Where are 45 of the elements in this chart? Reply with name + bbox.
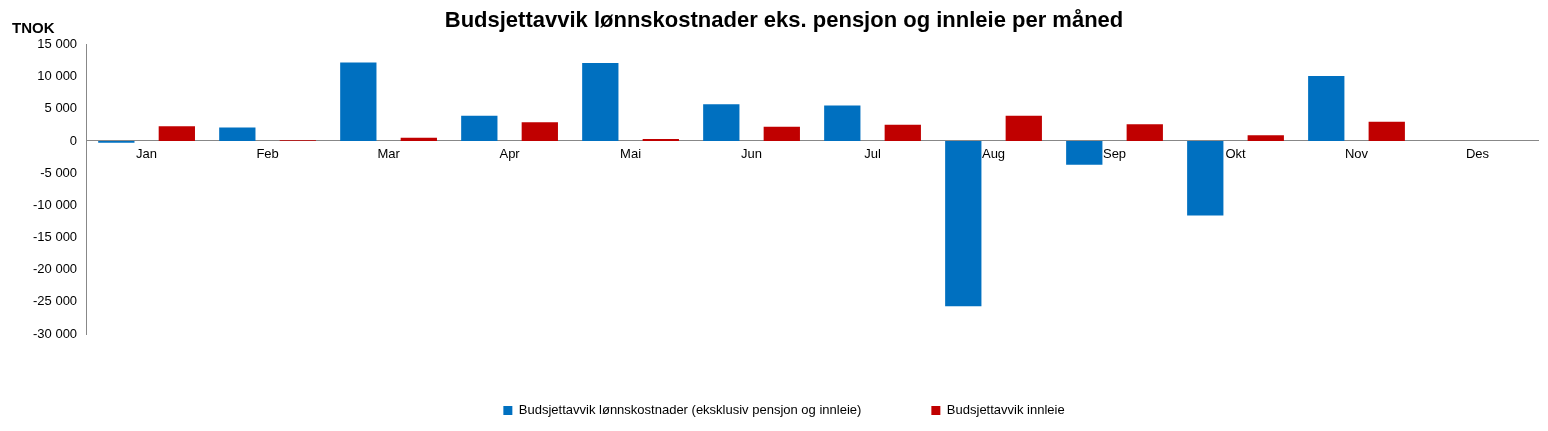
bar: [158, 126, 195, 141]
y-tick-label: -30 000: [33, 325, 78, 341]
bar: [1126, 124, 1163, 141]
x-tick-label: Mai: [620, 146, 642, 162]
y-tick-label: -10 000: [33, 196, 78, 212]
x-tick-label: Apr: [499, 146, 521, 162]
y-tick-label: -20 000: [33, 261, 78, 277]
y-tick-label: 5 000: [44, 100, 78, 116]
y-tick-label: 10 000: [37, 68, 78, 84]
bar: [1368, 121, 1405, 141]
bar: [884, 124, 921, 141]
y-tick-label: -25 000: [33, 293, 78, 309]
x-tick-label: Jun: [741, 146, 763, 162]
chart-title: Budsjettavvik lønnskostnader eks. pensjon og innleie per måned: [444, 7, 1124, 33]
bar: [340, 62, 377, 141]
y-tick-label: 0: [69, 132, 78, 148]
x-tick-label: Feb: [256, 146, 279, 162]
y-tick-label: 15 000: [37, 35, 78, 51]
bar: [582, 63, 619, 141]
x-tick-label: Okt: [1225, 146, 1247, 162]
x-tick-label: Des: [1465, 146, 1490, 162]
bar: [1247, 135, 1284, 141]
bar: [400, 137, 437, 141]
bar: [1005, 115, 1042, 141]
x-tick-label: Jan: [136, 146, 158, 162]
x-tick-label: Mar: [377, 146, 401, 162]
y-tick-label: -15 000: [33, 229, 78, 245]
x-tick-label: Jul: [864, 146, 881, 162]
y-tick-label: -5 000: [40, 164, 78, 180]
y-axis-title: TNOK: [12, 19, 55, 37]
bar: [521, 122, 558, 141]
bar: [219, 127, 256, 141]
bar: [763, 126, 800, 141]
x-tick-label: Aug: [981, 146, 1006, 162]
bar: [945, 140, 982, 307]
bar: [1187, 140, 1224, 216]
legend-label: Budsjettavvik lønnskostnader (eksklusiv pensjon og innleie): [518, 402, 862, 418]
bar: [824, 105, 861, 141]
bar: [1308, 75, 1345, 141]
x-tick-label: Nov: [1344, 146, 1369, 162]
bar: [703, 104, 740, 141]
legend-label: Budsjettavvik innleie: [946, 402, 1065, 418]
bar: [461, 115, 498, 141]
x-tick-label: Sep: [1102, 146, 1127, 162]
bar: [1066, 140, 1103, 165]
